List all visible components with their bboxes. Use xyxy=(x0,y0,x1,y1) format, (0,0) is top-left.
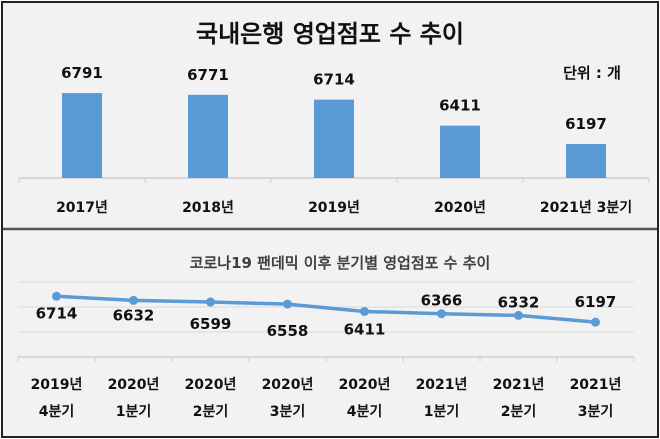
x-tick-label-year: 2020년 xyxy=(108,377,160,393)
x-tick-label-year: 2020년 xyxy=(339,377,391,393)
data-point xyxy=(206,297,215,307)
x-tick-label: 2017년 xyxy=(56,200,108,216)
line-chart: 6714 2019년 4분기 6632 2020년 1분기 6599 2020년 2분기 6558… xyxy=(17,281,635,420)
x-tick-label-quarter: 2분기 xyxy=(193,404,229,420)
data-point xyxy=(283,299,292,309)
point-value-label: 6411 xyxy=(344,320,386,338)
data-point xyxy=(591,317,600,327)
x-tick-label: 2018년 xyxy=(182,200,234,216)
x-tick-label-year: 2021년 xyxy=(493,377,545,393)
bar-chart-title: 국내은행 영업점포 수 추이 xyxy=(196,20,464,48)
point-value-label: 6558 xyxy=(267,322,309,340)
x-tick-label-year: 2021년 xyxy=(570,377,622,393)
x-tick-label-quarter: 1분기 xyxy=(424,404,460,420)
x-tick-label-quarter: 3분기 xyxy=(578,404,614,420)
point-value-label: 6197 xyxy=(575,293,617,311)
data-point xyxy=(52,291,61,301)
x-tick-label: 2020년 xyxy=(434,200,486,216)
data-point xyxy=(514,310,523,320)
bar xyxy=(314,99,354,178)
x-tick-label: 2021년 3분기 xyxy=(540,200,632,216)
x-tick-label-year: 2021년 xyxy=(416,377,468,393)
line-chart-title: 코로나19 팬데믹 이후 분기별 영업점포 수 추이 xyxy=(190,254,491,272)
point-value-label: 6714 xyxy=(36,304,78,322)
bar-value-label: 6714 xyxy=(313,71,355,89)
data-point xyxy=(129,295,138,305)
point-value-label: 6332 xyxy=(498,293,540,311)
data-point xyxy=(360,306,369,316)
bar xyxy=(566,143,606,178)
bar-chart: 6791 2017년 6771 2018년 6714 2019년 6411 2020년 6197… xyxy=(18,64,650,216)
bar-value-label: 6771 xyxy=(187,66,229,84)
series-line xyxy=(56,294,596,324)
point-value-label: 6599 xyxy=(190,315,232,333)
x-tick-label: 2019년 xyxy=(308,200,360,216)
unit-label: 단위 : 개 xyxy=(563,64,621,82)
point-value-label: 6366 xyxy=(421,292,463,310)
x-tick-label-quarter: 1분기 xyxy=(116,404,152,420)
bar-value-label: 6411 xyxy=(439,97,481,115)
bar-value-label: 6791 xyxy=(61,64,103,82)
x-tick-label-quarter: 3분기 xyxy=(270,404,306,420)
bar xyxy=(62,93,102,178)
x-tick-label-year: 2020년 xyxy=(185,377,237,393)
data-point xyxy=(437,309,446,319)
x-tick-label-quarter: 4분기 xyxy=(39,404,75,420)
bar xyxy=(440,125,480,178)
bar xyxy=(188,94,228,178)
x-tick-label-quarter: 2분기 xyxy=(501,404,537,420)
x-tick-label-quarter: 4분기 xyxy=(347,404,383,420)
bar-value-label: 6197 xyxy=(565,115,607,133)
x-tick-label-year: 2020년 xyxy=(262,377,314,393)
x-tick-label-year: 2019년 xyxy=(31,377,83,393)
point-value-label: 6632 xyxy=(113,306,155,324)
